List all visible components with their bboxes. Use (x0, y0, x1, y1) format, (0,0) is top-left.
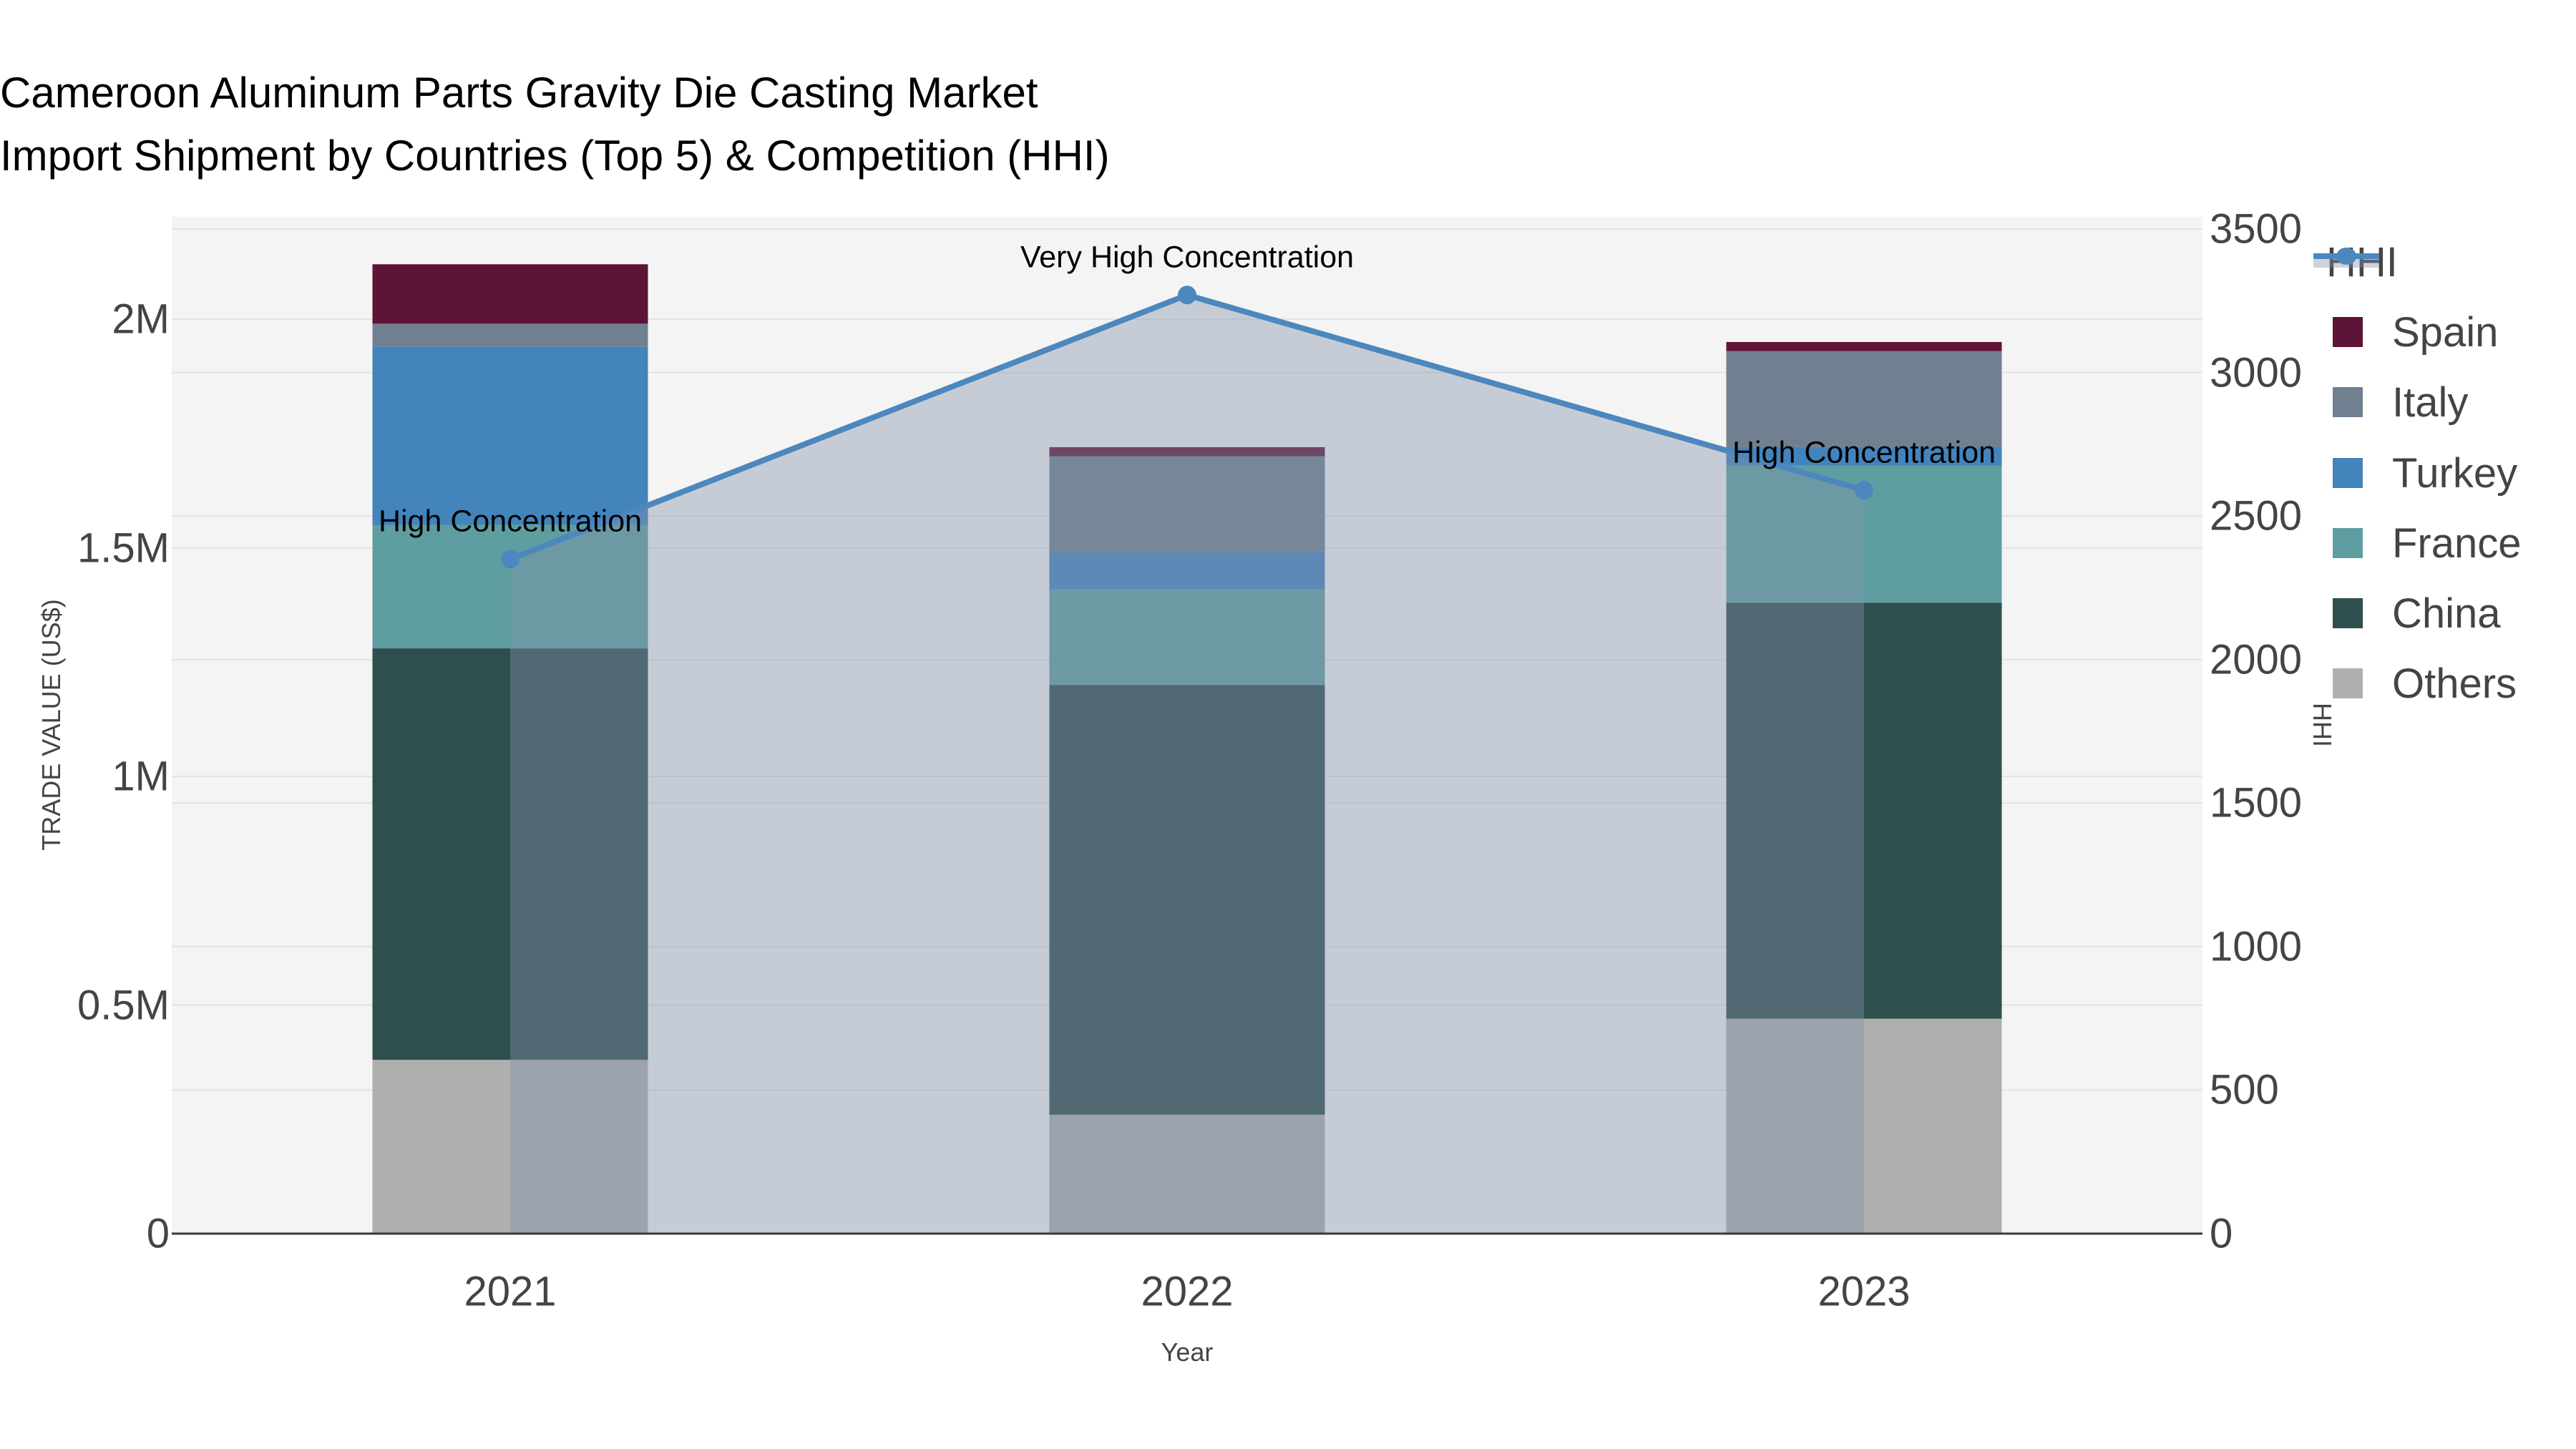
hhi-marker-2023[interactable] (1855, 481, 1873, 500)
bar-segment-china-2023[interactable] (1726, 602, 2002, 1019)
y-axis-left-tick-label: 2M (112, 296, 170, 343)
legend-swatch-france (2333, 528, 2363, 558)
bar-segment-others-2022[interactable] (1049, 1114, 1325, 1234)
bar-segment-china-2022[interactable] (1049, 685, 1325, 1115)
legend-label-china: China (2392, 590, 2501, 637)
bar-segment-italy-2021[interactable] (372, 323, 648, 347)
x-axis-title: Year (1161, 1337, 1214, 1367)
legend-item-others[interactable]: Others (2313, 660, 2517, 707)
legend-swatch-spain (2333, 317, 2363, 347)
bar-segment-spain-2022[interactable] (1049, 447, 1325, 457)
bar-segment-spain-2023[interactable] (1726, 341, 2002, 351)
annotation-2022: Very High Concentration (1020, 240, 1355, 275)
legend-label-others: Others (2392, 660, 2517, 707)
legend-item-china[interactable]: China (2313, 590, 2501, 637)
y-axis-left-tick-label: 0 (146, 1210, 170, 1257)
legend-swatch-others (2333, 668, 2363, 698)
bar-segment-china-2021[interactable] (372, 648, 648, 1060)
bar-segment-italy-2022[interactable] (1049, 456, 1325, 552)
legend-item-turkey[interactable]: Turkey (2313, 449, 2518, 497)
y-axis-left-tick-label: 1.5M (77, 525, 170, 571)
legend-swatch-turkey (2333, 458, 2363, 488)
bar-segment-others-2023[interactable] (1726, 1018, 2002, 1234)
x-axis-tick-label-2022: 2022 (1141, 1268, 1234, 1315)
legend-item-italy[interactable]: Italy (2313, 379, 2469, 426)
hhi-line-swatch (2313, 248, 2379, 268)
annotation-2023: High Concentration (1732, 435, 1996, 470)
legend-label-italy: Italy (2392, 379, 2469, 426)
y-axis-right-tick-label: 0 (2210, 1210, 2233, 1257)
bar-segment-italy-2023[interactable] (1726, 351, 2002, 447)
bar-segment-france-2022[interactable] (1049, 589, 1325, 686)
y-axis-right-tick-label: 1500 (2210, 779, 2303, 826)
legend-item-hhi[interactable]: HHI (2313, 238, 2398, 286)
bar-segment-turkey-2021[interactable] (372, 346, 648, 525)
legend-swatch-china (2333, 598, 2363, 628)
y-axis-right-tick-label: 500 (2210, 1066, 2279, 1113)
legend: HHI Spain Italy Turkey France China Others (2313, 0, 2576, 1449)
y-axis-right-tick-label: 2500 (2210, 492, 2303, 540)
y-axis-right-tick-label: 3500 (2210, 205, 2303, 253)
chart-title-line1: Cameroon Aluminum Parts Gravity Die Cast… (0, 69, 1038, 117)
y-axis-right-tick-label: 2000 (2210, 636, 2303, 683)
y-axis-right-tick-label: 3000 (2210, 349, 2303, 396)
bar-segment-france-2021[interactable] (372, 525, 648, 649)
y-axis-right-tick-label: 1000 (2210, 923, 2303, 970)
legend-label-france: France (2392, 519, 2522, 567)
bar-segment-spain-2021[interactable] (372, 264, 648, 324)
hhi-marker-2022[interactable] (1178, 286, 1196, 305)
y-axis-left-tick-label: 0.5M (77, 982, 170, 1028)
legend-label-turkey: Turkey (2392, 449, 2518, 497)
annotation-2021: High Concentration (378, 504, 643, 539)
x-axis-tick-label-2021: 2021 (464, 1268, 557, 1315)
bar-segment-others-2021[interactable] (372, 1060, 648, 1234)
bar-segment-turkey-2022[interactable] (1049, 552, 1325, 590)
legend-label-hhi: HHI (2326, 238, 2398, 286)
y-axis-left-title: TRADE VALUE (US$) (36, 599, 66, 851)
hhi-area-fill (510, 295, 1864, 1234)
hhi-marker-2021[interactable] (501, 550, 519, 569)
x-axis-tick-label-2023: 2023 (1818, 1268, 1911, 1315)
legend-swatch-italy (2333, 387, 2363, 417)
legend-item-spain[interactable]: Spain (2313, 308, 2499, 356)
y-axis-left-tick-label: 1M (112, 753, 170, 800)
legend-item-france[interactable]: France (2313, 519, 2522, 567)
chart-title-line2: Import Shipment by Countries (Top 5) & C… (0, 132, 1110, 180)
legend-label-spain: Spain (2392, 308, 2499, 356)
